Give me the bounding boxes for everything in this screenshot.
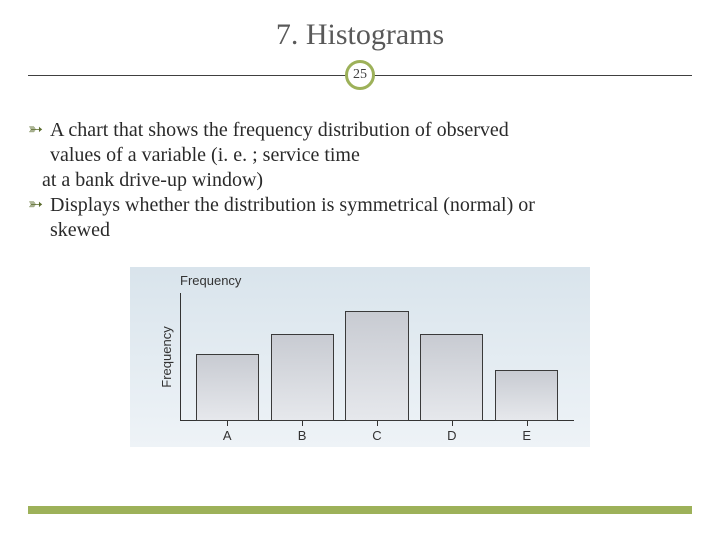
bullet-text: Displays whether the distribution is sym… (50, 193, 692, 218)
bullet-item: ➳ A chart that shows the frequency distr… (28, 118, 692, 143)
category-label: D (447, 428, 456, 443)
histogram-chart: Frequency Frequency A B C D E (130, 267, 590, 447)
category-labels: A B C D E (180, 425, 574, 443)
title-rule: 25 (28, 60, 692, 90)
plot-area (180, 293, 574, 421)
bullet-list: ➳ A chart that shows the frequency distr… (28, 118, 692, 243)
bullet-text-cont: skewed (28, 218, 692, 243)
category-label: C (372, 428, 381, 443)
slide-title: 7. Histograms (28, 18, 692, 52)
page-number: 25 (353, 67, 367, 83)
bars-container (180, 293, 574, 421)
bar (345, 311, 408, 421)
category-label: E (522, 428, 531, 443)
chart-ylabel: Frequency (159, 326, 174, 387)
bar (196, 354, 259, 421)
bullet-icon: ➳ (28, 193, 50, 218)
bar (271, 334, 334, 421)
category-label: A (223, 428, 232, 443)
bullet-text-cont: at a bank drive-up window) (28, 168, 692, 193)
bullet-item: ➳ Displays whether the distribution is s… (28, 193, 692, 218)
chart-title: Frequency (180, 273, 241, 288)
page-number-badge: 25 (345, 60, 375, 90)
bar (420, 334, 483, 421)
bar (495, 370, 558, 421)
slide: 7. Histograms 25 ➳ A chart that shows th… (0, 0, 720, 540)
footer-accent-bar (28, 506, 692, 514)
bullet-text-cont: values of a variable (i. e. ; service ti… (28, 143, 692, 168)
bullet-icon: ➳ (28, 118, 50, 143)
category-label: B (298, 428, 307, 443)
bullet-text: A chart that shows the frequency distrib… (50, 118, 692, 143)
